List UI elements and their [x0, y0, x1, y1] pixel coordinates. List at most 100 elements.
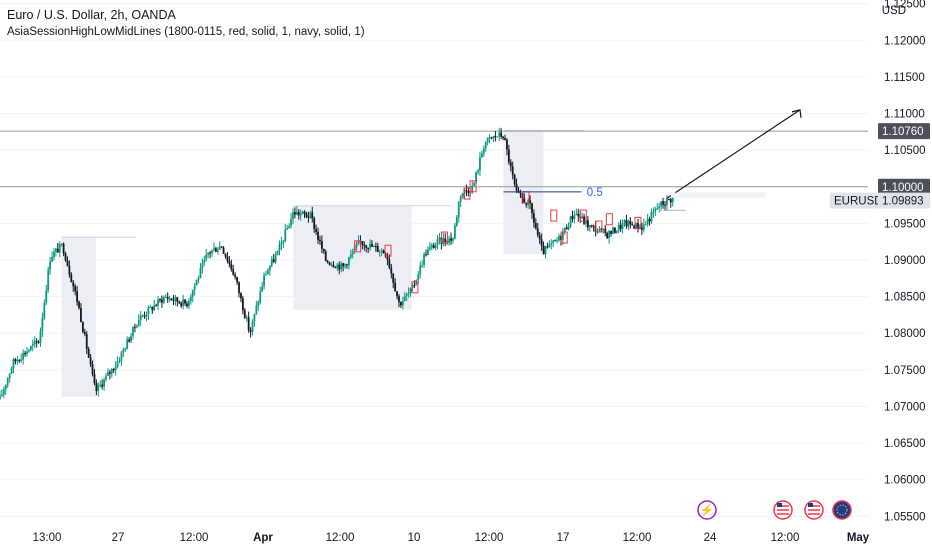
- candle: [114, 360, 117, 376]
- candle-body: [45, 290, 48, 303]
- candle-body: [565, 227, 568, 230]
- candle: [89, 353, 92, 367]
- candle: [596, 228, 599, 234]
- session-marker: [469, 180, 477, 193]
- candle: [669, 197, 672, 208]
- last-price-tag-text: 1.09893: [882, 196, 924, 208]
- candle-body: [49, 261, 52, 270]
- candle: [103, 377, 105, 391]
- candle-body: [615, 230, 618, 233]
- candle: [247, 311, 250, 333]
- candle-body: [575, 213, 578, 216]
- lightning-icon: ⚡: [700, 503, 714, 517]
- candle: [492, 135, 495, 143]
- candle-body: [656, 208, 659, 210]
- candle: [189, 293, 192, 305]
- candle-body: [664, 204, 666, 206]
- candle: [274, 251, 277, 265]
- candle: [319, 235, 321, 245]
- candle: [253, 313, 256, 327]
- candle: [365, 244, 368, 253]
- candle: [432, 242, 435, 249]
- arrow-line[interactable]: [666, 109, 801, 199]
- dividend-event-icon[interactable]: [697, 500, 717, 520]
- candle: [280, 236, 283, 251]
- candle-body: [413, 284, 416, 286]
- candle: [105, 373, 107, 382]
- x-tick-label: 27: [112, 532, 125, 544]
- candle-body: [228, 261, 231, 264]
- candle: [170, 298, 173, 301]
- candle: [376, 242, 379, 253]
- candle: [26, 347, 28, 357]
- candle-body: [268, 266, 271, 271]
- candle: [251, 319, 254, 336]
- candle-body: [313, 218, 316, 230]
- arrow-head[interactable]: [791, 109, 802, 118]
- candle: [373, 245, 375, 248]
- candle: [230, 259, 233, 272]
- candle-body: [471, 185, 474, 193]
- candle-body: [577, 213, 580, 217]
- candle: [613, 227, 616, 234]
- last-price-box: [670, 192, 766, 198]
- candle: [546, 242, 549, 249]
- candle: [538, 231, 541, 244]
- candle: [110, 368, 113, 378]
- candle: [394, 278, 397, 292]
- candle-body: [126, 339, 129, 350]
- candle-body: [166, 296, 169, 299]
- candle: [583, 213, 585, 225]
- candle-body: [189, 296, 192, 302]
- candle: [561, 228, 564, 245]
- eu-flag-event-icon[interactable]: [832, 500, 852, 520]
- indicator-legend[interactable]: AsiaSessionHighLowMidLines (1800-0115, r…: [7, 26, 365, 38]
- candle: [174, 294, 177, 306]
- candle-body: [299, 213, 302, 216]
- candle: [617, 222, 620, 234]
- candle-body: [444, 238, 447, 243]
- candle-body: [600, 228, 603, 230]
- candle-body: [376, 246, 379, 252]
- candle-body: [571, 216, 574, 219]
- candle-body: [652, 211, 655, 213]
- candle: [615, 230, 618, 234]
- candle-body: [132, 326, 134, 336]
- candle: [324, 249, 327, 262]
- candle: [72, 280, 75, 292]
- candle: [155, 303, 158, 307]
- candle-body: [74, 286, 77, 292]
- y-tick-label: 1.11000: [884, 109, 925, 121]
- candle: [396, 291, 398, 300]
- candle: [602, 228, 605, 234]
- candle: [128, 336, 131, 343]
- y-tick-label: 1.11500: [884, 72, 925, 84]
- candle-body: [288, 225, 291, 229]
- candle-body: [157, 299, 159, 306]
- candle-body: [498, 132, 501, 137]
- candle: [386, 252, 389, 266]
- candle-body: [317, 231, 319, 240]
- candle-body: [369, 243, 371, 249]
- candle-body: [294, 212, 296, 215]
- candle-body: [373, 246, 375, 248]
- candle-body: [509, 162, 512, 167]
- candle: [234, 272, 237, 280]
- candle: [349, 249, 352, 260]
- candle: [473, 181, 476, 187]
- candle-body: [467, 191, 470, 193]
- candle-body: [669, 199, 672, 203]
- candle-body: [332, 264, 335, 267]
- candle: [16, 355, 19, 365]
- candle: [180, 301, 183, 308]
- candle: [563, 227, 566, 236]
- candle: [205, 248, 208, 262]
- candle-body: [78, 301, 80, 308]
- candle: [338, 261, 341, 275]
- candle-body: [22, 352, 25, 360]
- candle-body: [199, 267, 202, 278]
- candle: [240, 292, 242, 303]
- candle-body: [529, 200, 531, 204]
- candle: [126, 336, 129, 350]
